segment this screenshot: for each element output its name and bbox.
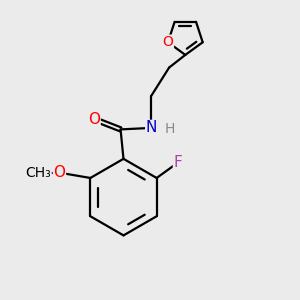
Text: F: F — [173, 155, 182, 170]
Text: O: O — [88, 112, 100, 127]
Text: O: O — [163, 35, 173, 49]
Text: N: N — [146, 120, 157, 135]
Text: CH₃: CH₃ — [26, 166, 51, 180]
Text: O: O — [53, 165, 65, 180]
Text: H: H — [164, 122, 175, 136]
